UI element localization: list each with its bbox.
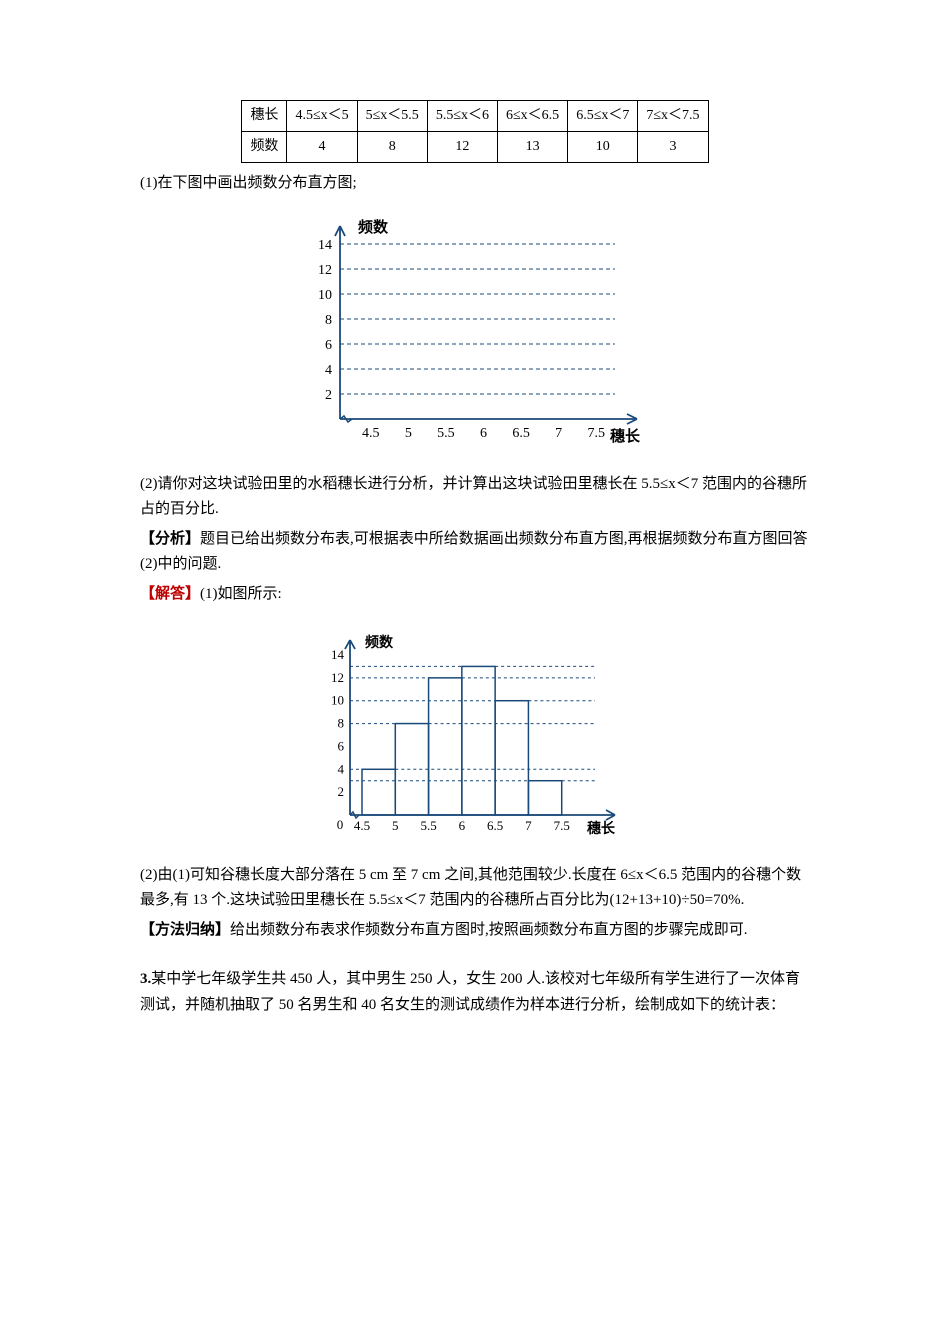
svg-text:12: 12 (318, 263, 332, 278)
svg-text:6.5: 6.5 (512, 426, 530, 441)
svg-text:7: 7 (525, 818, 532, 833)
svg-text:5: 5 (405, 426, 412, 441)
table-header: 5≤x＜5.5 (357, 101, 427, 132)
svg-text:10: 10 (318, 288, 332, 303)
frequency-table: 穗长 4.5≤x＜5 5≤x＜5.5 5.5≤x＜6 6≤x＜6.5 6.5≤x… (241, 100, 708, 163)
method-text: 给出频数分布表求作频数分布直方图时,按照画频数分布直方图的步骤完成即可. (230, 922, 748, 938)
svg-text:6: 6 (325, 338, 332, 353)
table-header: 7≤x＜7.5 (638, 101, 708, 132)
svg-text:2: 2 (338, 784, 345, 799)
svg-text:5.5: 5.5 (420, 818, 436, 833)
answer2-text: (2)由(1)可知谷穗长度大部分落在 5 cm 至 7 cm 之间,其他范围较少… (140, 863, 810, 914)
table-cell: 10 (568, 131, 638, 162)
svg-text:4: 4 (338, 761, 345, 776)
analysis-label: 【分析】 (140, 531, 200, 547)
answer-label: 【解答】 (140, 586, 200, 602)
svg-text:6: 6 (480, 426, 487, 441)
table-row-label: 频数 (242, 131, 287, 162)
table-cell: 13 (498, 131, 568, 162)
method-paragraph: 【方法归纳】给出频数分布表求作频数分布直方图时,按照画频数分布直方图的步骤完成即… (140, 918, 810, 944)
svg-text:5: 5 (392, 818, 399, 833)
table-header: 4.5≤x＜5 (287, 101, 357, 132)
svg-text:穗长: 穗长 (610, 427, 641, 445)
answer-histogram-chart: 2 4 6 8 10 12 14 0 4.5 5 5.5 6 6.5 7 7.5 频数穗长 (140, 615, 810, 855)
table-header: 5.5≤x＜6 (427, 101, 497, 132)
chart1-svg: 2 4 6 8 10 12 14 4.5 5 5.5 6 6.5 7 7.5 频数穗长 (285, 204, 665, 454)
svg-text:12: 12 (331, 670, 344, 685)
answer-paragraph: 【解答】(1)如图所示: (140, 582, 810, 608)
svg-text:穗长: 穗长 (587, 820, 616, 837)
svg-text:10: 10 (331, 693, 344, 708)
analysis-paragraph: 【分析】题目已给出频数分布表,可根据表中所给数据画出频数分布直方图,再根据频数分… (140, 527, 810, 578)
svg-text:14: 14 (331, 647, 345, 662)
chart2-svg: 2 4 6 8 10 12 14 0 4.5 5 5.5 6 6.5 7 7.5 频数穗长 (305, 615, 645, 845)
blank-histogram-chart: 2 4 6 8 10 12 14 4.5 5 5.5 6 6.5 7 7.5 频数穗长 (140, 204, 810, 464)
table-cell: 8 (357, 131, 427, 162)
svg-text:4.5: 4.5 (354, 818, 370, 833)
q3-number: 3. (140, 971, 151, 987)
svg-text:7.5: 7.5 (554, 818, 570, 833)
table-cell: 12 (427, 131, 497, 162)
analysis-text: 题目已给出频数分布表,可根据表中所给数据画出频数分布直方图,再根据频数分布直方图… (140, 531, 808, 573)
svg-text:8: 8 (338, 716, 345, 731)
question-1: (1)在下图中画出频数分布直方图; (140, 171, 810, 197)
svg-text:4: 4 (325, 363, 332, 378)
svg-text:5.5: 5.5 (437, 426, 455, 441)
svg-text:7.5: 7.5 (587, 426, 605, 441)
svg-text:频数: 频数 (358, 218, 389, 236)
svg-text:14: 14 (318, 238, 332, 253)
svg-text:2: 2 (325, 388, 332, 403)
method-label: 【方法归纳】 (140, 922, 230, 938)
question-3: 3.某中学七年级学生共 450 人，其中男生 250 人，女生 200 人.该校… (140, 967, 810, 1018)
svg-text:6: 6 (338, 739, 345, 754)
q3-text: 某中学七年级学生共 450 人，其中男生 250 人，女生 200 人.该校对七… (140, 971, 800, 1013)
svg-text:6.5: 6.5 (487, 818, 503, 833)
svg-text:0: 0 (337, 817, 344, 832)
table-header: 穗长 (242, 101, 287, 132)
question-2: (2)请你对这块试验田里的水稻穗长进行分析，并计算出这块试验田里穗长在 5.5≤… (140, 472, 810, 523)
svg-text:8: 8 (325, 313, 332, 328)
svg-text:6: 6 (459, 818, 466, 833)
table-header: 6≤x＜6.5 (498, 101, 568, 132)
table-header: 6.5≤x＜7 (568, 101, 638, 132)
svg-text:4.5: 4.5 (362, 426, 380, 441)
table-cell: 3 (638, 131, 708, 162)
answer1-text: (1)如图所示: (200, 586, 282, 602)
svg-text:频数: 频数 (365, 634, 394, 651)
svg-text:7: 7 (555, 426, 562, 441)
table-cell: 4 (287, 131, 357, 162)
